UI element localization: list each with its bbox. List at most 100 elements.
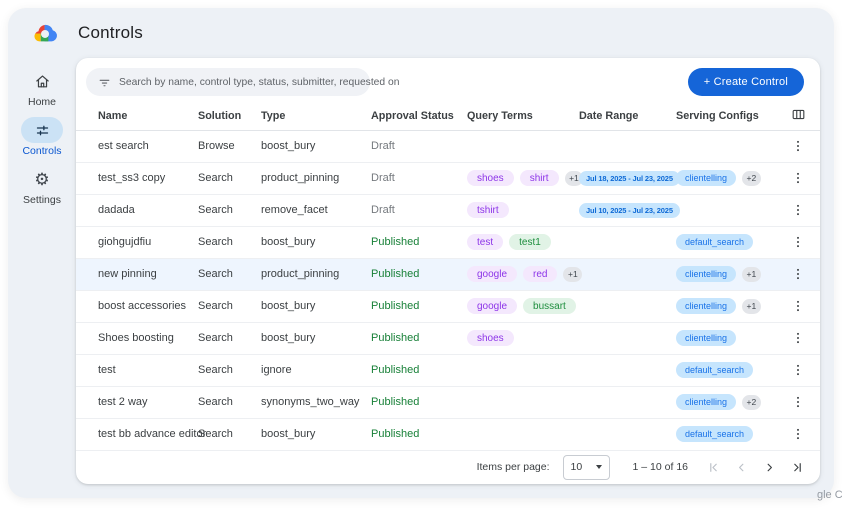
serving-configs-cell: clientelling +1 xyxy=(676,266,786,283)
table-row[interactable]: giohgujdfiu Search boost_bury Published test… xyxy=(76,227,820,259)
serving-config-chip: clientelling xyxy=(676,298,737,315)
control-type: boost_bury xyxy=(261,140,316,153)
serving-configs-cell: default_search xyxy=(676,426,786,443)
table-row[interactable]: test 2 way Search synonyms_two_way Publishe… xyxy=(76,387,820,419)
query-term-chip: shoes xyxy=(467,330,514,347)
first-page-button[interactable] xyxy=(707,461,720,474)
row-menu-button[interactable] xyxy=(791,267,805,281)
row-menu-button[interactable] xyxy=(791,331,805,345)
control-solution: Search xyxy=(198,332,233,345)
row-menu-button[interactable] xyxy=(791,395,805,409)
table-row[interactable]: new pinning Search product_pinning Publishe… xyxy=(76,258,820,291)
serving-config-chip: default_search xyxy=(676,362,754,379)
control-type: ignore xyxy=(261,364,292,377)
date-range-cell: Jul 10, 2025 - Jul 23, 2025 xyxy=(579,202,680,218)
search-placeholder: Search by name, control type, status, su… xyxy=(119,76,400,88)
sidebar: Home Controls ⚙ Settings xyxy=(8,58,76,498)
query-term-chip: bussart xyxy=(523,298,576,315)
page-size-select[interactable]: 10 xyxy=(562,454,610,480)
control-type: synonyms_two_way xyxy=(261,396,360,409)
column-header: Query Terms xyxy=(467,110,533,123)
control-name: boost accessories xyxy=(98,300,187,313)
app-header: Controls xyxy=(8,8,834,58)
date-range-chip: Jul 18, 2025 - Jul 23, 2025 xyxy=(579,170,680,186)
serving-config-chip: default_search xyxy=(676,426,754,443)
control-solution: Search xyxy=(198,428,233,441)
previous-page-button[interactable] xyxy=(735,461,748,474)
date-range-cell: Jul 18, 2025 - Jul 23, 2025 xyxy=(579,170,680,186)
query-term-chip: test xyxy=(467,234,504,251)
serving-config-chip: clientelling xyxy=(676,394,737,411)
serving-config-chip: clientelling xyxy=(676,266,737,283)
control-solution: Search xyxy=(198,268,233,281)
row-menu-button[interactable] xyxy=(791,203,805,217)
app-window: Controls Home Controls ⚙ Settings Search by… xyxy=(8,8,834,498)
control-type: boost_bury xyxy=(261,332,316,345)
table-row[interactable]: test bb advance editor Search boost_bury Pu… xyxy=(76,419,820,451)
table-row[interactable]: test Search ignore Published default_search xyxy=(76,355,820,387)
tune-icon xyxy=(35,123,50,138)
table-row[interactable]: est search Browse boost_bury Draft xyxy=(76,131,820,163)
control-name: dadada xyxy=(98,204,135,217)
serving-config-chip: default_search xyxy=(676,234,754,251)
query-term-chip: shoes xyxy=(467,170,514,187)
approval-status: Draft xyxy=(371,204,395,217)
control-solution: Browse xyxy=(198,140,235,153)
column-header: Name xyxy=(98,110,128,123)
query-term-chip: shirt xyxy=(519,170,559,187)
sidebar-item-label: Home xyxy=(27,96,56,108)
approval-status: Published xyxy=(371,236,420,249)
next-page-button[interactable] xyxy=(763,461,776,474)
more-configs-badge: +2 xyxy=(742,170,761,186)
column-header: Serving Configs xyxy=(676,110,759,123)
serving-configs-cell: default_search xyxy=(676,234,786,251)
control-name: test xyxy=(98,364,116,377)
sidebar-item-settings[interactable]: ⚙ Settings xyxy=(21,166,63,207)
more-terms-badge: +1 xyxy=(563,266,583,282)
row-menu-button[interactable] xyxy=(791,363,805,377)
serving-config-chip: clientelling xyxy=(676,170,737,187)
last-page-button[interactable] xyxy=(791,461,804,474)
control-solution: Search xyxy=(198,300,233,313)
dropdown-arrow-icon xyxy=(595,465,602,470)
control-solution: Search xyxy=(198,396,233,409)
query-term-chip: tshirt xyxy=(467,202,509,219)
approval-status: Published xyxy=(371,396,420,409)
serving-configs-cell: clientelling +1 xyxy=(676,298,786,315)
table-row[interactable]: dadada Search remove_facet Draft tshirt Jul 1… xyxy=(76,195,820,227)
serving-configs-cell: clientelling +2 xyxy=(676,170,786,187)
column-header: Date Range xyxy=(579,110,639,123)
page-range-label: 1 – 10 of 16 xyxy=(632,461,688,474)
watermark-text: gle C xyxy=(817,489,842,501)
approval-status: Published xyxy=(371,364,420,377)
page-title: Controls xyxy=(78,23,143,42)
serving-config-chip: clientelling xyxy=(676,330,737,347)
create-control-button[interactable]: + Create Control xyxy=(687,68,804,96)
row-menu-button[interactable] xyxy=(791,299,805,313)
sidebar-item-controls[interactable]: Controls xyxy=(21,117,63,157)
control-name: test bb advance editor xyxy=(98,428,207,441)
search-input[interactable]: Search by name, control type, status, su… xyxy=(86,68,399,96)
row-menu-button[interactable] xyxy=(791,171,805,185)
sidebar-item-label: Controls xyxy=(22,145,62,157)
gear-icon: ⚙ xyxy=(34,169,50,189)
sidebar-item-home[interactable]: Home xyxy=(21,68,63,108)
row-menu-button[interactable] xyxy=(791,427,805,441)
column-header: Type xyxy=(261,110,286,123)
column-settings-icon[interactable] xyxy=(791,107,806,125)
row-menu-button[interactable] xyxy=(791,139,805,153)
table-row[interactable]: boost accessories Search boost_bury Publish… xyxy=(76,291,820,323)
table-header: Name Solution Type Approval Status Query Ter… xyxy=(76,103,820,131)
table-row[interactable]: test_ss3 copy Search product_pinning Draft s… xyxy=(76,163,820,195)
date-range-chip: Jul 10, 2025 - Jul 23, 2025 xyxy=(579,202,680,218)
control-type: product_pinning xyxy=(261,172,340,185)
more-configs-badge: +1 xyxy=(742,266,761,282)
table-row[interactable]: Shoes boosting Search boost_bury Published s… xyxy=(76,323,820,355)
page-size-value: 10 xyxy=(570,461,583,474)
control-type: boost_bury xyxy=(261,428,316,441)
approval-status: Published xyxy=(371,332,420,345)
row-menu-button[interactable] xyxy=(791,235,805,249)
control-type: product_pinning xyxy=(261,268,340,281)
query-term-chip: google xyxy=(467,266,518,283)
column-header: Solution xyxy=(198,110,242,123)
